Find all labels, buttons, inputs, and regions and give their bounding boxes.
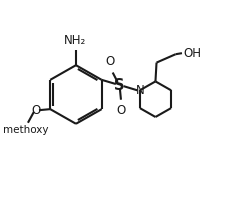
Text: NH₂: NH₂ bbox=[64, 34, 86, 47]
Text: O: O bbox=[32, 104, 41, 117]
Text: S: S bbox=[114, 78, 125, 93]
Text: methoxy: methoxy bbox=[3, 125, 49, 135]
Text: O: O bbox=[106, 55, 115, 68]
Text: N: N bbox=[136, 84, 144, 97]
Text: OH: OH bbox=[184, 47, 202, 60]
Text: O: O bbox=[116, 104, 125, 117]
